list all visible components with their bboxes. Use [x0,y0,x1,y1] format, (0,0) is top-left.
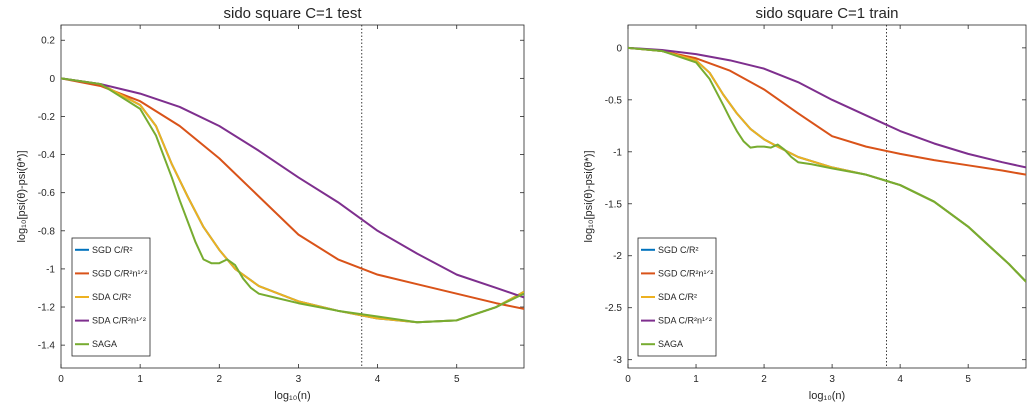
x-tick-label: 0 [625,374,631,385]
x-tick-label: 1 [137,374,143,385]
x-tick-label: 2 [761,374,767,385]
x-tick-label: 2 [217,374,223,385]
y-tick-label: -0.6 [38,188,56,199]
y-axis-label: log₁₀[psi(θ)-psi(θ*)] [583,150,595,242]
series-line-3 [628,46,1026,169]
x-tick-label: 5 [965,374,971,385]
y-tick-label: -1.4 [38,341,56,352]
legend-entry: SGD C/R² [92,245,133,255]
x-tick-label: 1 [693,374,699,385]
legend-entry: SAGA [92,339,117,349]
series-line-4 [628,46,1026,283]
x-tick-label: 3 [296,374,302,385]
legend-entry: SDA C/R² [92,292,131,302]
series-line-1 [628,46,1026,176]
legend-entry: SGD C/R²n¹ᐟ² [92,268,147,278]
x-tick-label: 0 [58,374,64,385]
y-tick-label: 0 [616,43,622,54]
x-axis-label: log₁₀(n) [274,390,310,402]
y-tick-label: -1.5 [605,199,623,210]
y-axis-label: log₁₀[psi(θ)-psi(θ*)] [16,150,28,242]
x-axis-label: log₁₀(n) [809,390,845,402]
y-tick-label: -0.2 [38,112,56,123]
y-tick-label: -0.4 [38,150,56,161]
legend-entry: SGD C/R² [658,245,699,255]
x-tick-label: 4 [897,374,903,385]
x-tick-label: 4 [375,374,381,385]
series-line-3 [61,77,524,299]
y-tick-label: -2.5 [605,303,623,314]
chart-title: sido square C=1 test [224,5,363,22]
y-tick-label: -0.5 [605,95,623,106]
y-tick-label: -3 [613,355,622,366]
series-line-1 [61,77,524,310]
y-tick-label: -2 [613,251,622,262]
legend: SGD C/R² SGD C/R²n¹ᐟ² SDA C/R² SDA C/R²n¹ᐟ²… [637,237,717,357]
y-tick-label: -1 [613,147,622,158]
series-line-4 [61,77,524,324]
x-tick-label: 3 [829,374,835,385]
chart-title: sido square C=1 train [756,5,899,22]
legend-entry: SDA C/R²n¹ᐟ² [92,316,146,326]
y-tick-label: -1 [46,264,55,275]
legend: SGD C/R² SGD C/R²n¹ᐟ² SDA C/R² SDA C/R²n¹ᐟ²… [71,237,151,357]
legend-entry: SGD C/R²n¹ᐟ² [658,268,713,278]
plot-area-frame [627,24,1027,369]
legend-entry: SDA C/R² [658,292,697,302]
x-tick-label: 5 [454,374,460,385]
legend-entry: SAGA [658,339,683,349]
y-tick-label: -0.8 [38,226,56,237]
y-tick-label: -1.2 [38,303,56,314]
y-tick-label: 0.2 [41,36,55,47]
plot-area-frame [60,24,525,369]
legend-entry: SDA C/R²n¹ᐟ² [658,316,712,326]
chart-panel-0: 0 1 2 3 4 5 0.2 0 -0.2 -0.4 -0.6 -0.8 -1 -1.2 -1.4 sido… [16,5,525,402]
y-tick-label: 0 [49,74,55,85]
chart-panel-1: 0 1 2 3 4 5 0 -0.5 -1 -1.5 -2 -2.5 -3 sido square C=1… [583,5,1027,402]
